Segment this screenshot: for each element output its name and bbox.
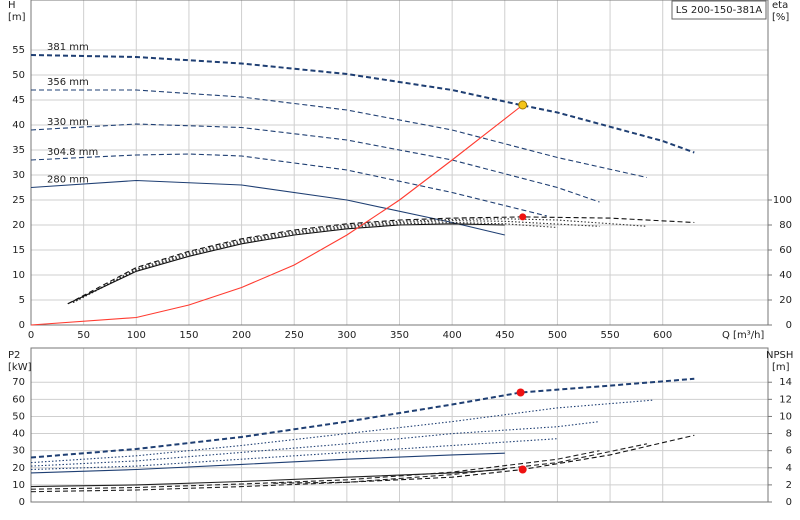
y-tick-label: 55 bbox=[12, 45, 25, 56]
title-box bbox=[671, 0, 767, 20]
x-tick-label: 50 bbox=[77, 330, 90, 341]
y-tick-label: 50 bbox=[12, 411, 25, 422]
operating-point bbox=[518, 465, 527, 474]
y2-tick-label: 40 bbox=[779, 270, 792, 281]
operating-point bbox=[518, 100, 528, 110]
plot-frame bbox=[30, 347, 769, 503]
y2-tick-label: 0 bbox=[786, 497, 792, 508]
x-tick-label: 100 bbox=[127, 330, 146, 341]
y2-tick-label: 80 bbox=[779, 220, 792, 231]
y-tick-label: 5 bbox=[19, 295, 25, 306]
curve bbox=[30, 421, 600, 467]
curve bbox=[30, 438, 558, 471]
curve bbox=[30, 179, 505, 236]
y-tick-label: 50 bbox=[12, 70, 25, 81]
curve-label: 280 mm bbox=[47, 175, 89, 186]
y2-tick-label: 2 bbox=[786, 480, 792, 491]
y-tick-label: 30 bbox=[12, 446, 25, 457]
y-tick-label: 40 bbox=[12, 429, 25, 440]
y2-axis-unit: [m] bbox=[772, 362, 790, 373]
curve bbox=[30, 104, 524, 326]
curve bbox=[72, 220, 600, 303]
y2-tick-label: 100 bbox=[773, 195, 792, 206]
x-axis-label: Q [m³/h] bbox=[722, 330, 764, 341]
x-tick-label: 250 bbox=[285, 330, 304, 341]
plot-area: 0 50 100 150 200 250 300 350 400 450 500 550 6000510… bbox=[12, 0, 792, 341]
curve bbox=[72, 221, 558, 303]
y2-tick-label: 6 bbox=[786, 446, 792, 457]
operating-point bbox=[516, 388, 525, 397]
plot-area: 0 10 20 30 40 50 60 70 0 2 4 6 8 10 12 14 bbox=[12, 347, 792, 508]
curve bbox=[31, 89, 648, 179]
y-tick-label: 10 bbox=[12, 270, 25, 281]
x-tick-label: 300 bbox=[337, 330, 356, 341]
y-tick-label: 35 bbox=[12, 145, 25, 156]
y-tick-label: 40 bbox=[12, 120, 25, 131]
x-tick-label: 0 bbox=[28, 330, 34, 341]
curve-label: 304.8 mm bbox=[47, 147, 98, 158]
x-tick-label: 450 bbox=[495, 330, 514, 341]
curve bbox=[30, 443, 648, 493]
curve-label: 330 mm bbox=[47, 117, 89, 128]
x-tick-label: 150 bbox=[179, 330, 198, 341]
y-axis-label: P2 bbox=[8, 350, 20, 361]
x-tick-label: 550 bbox=[601, 330, 620, 341]
y2-axis-unit: [%] bbox=[772, 12, 789, 23]
y-tick-label: 10 bbox=[12, 480, 25, 491]
y-axis-unit: [m] bbox=[8, 12, 26, 23]
y-tick-label: 30 bbox=[12, 170, 25, 181]
y-tick-label: 25 bbox=[12, 195, 25, 206]
y-axis-label: H bbox=[8, 0, 16, 11]
x-tick-label: 200 bbox=[232, 330, 251, 341]
y-tick-label: 20 bbox=[12, 220, 25, 231]
curve bbox=[30, 399, 653, 464]
y2-tick-label: 60 bbox=[779, 245, 792, 256]
y2-axis-label: NPSH bbox=[766, 350, 793, 361]
y-tick-label: 0 bbox=[19, 320, 25, 331]
y-tick-label: 45 bbox=[12, 95, 25, 106]
y-tick-label: 15 bbox=[12, 245, 25, 256]
y2-tick-label: 0 bbox=[786, 320, 792, 331]
y-tick-label: 60 bbox=[12, 394, 25, 405]
y2-tick-label: 8 bbox=[786, 429, 792, 440]
curve bbox=[273, 434, 695, 484]
curve-label: 381 mm bbox=[47, 42, 89, 53]
curve bbox=[30, 452, 505, 474]
curve-label: 356 mm bbox=[47, 77, 89, 88]
curve bbox=[30, 377, 695, 459]
curve bbox=[67, 223, 505, 305]
x-tick-label: 400 bbox=[443, 330, 462, 341]
x-tick-label: 600 bbox=[653, 330, 672, 341]
curve bbox=[30, 468, 505, 488]
chart-title: LS 200-150-381A bbox=[676, 5, 763, 16]
operating-point bbox=[519, 213, 527, 221]
curve bbox=[67, 216, 695, 305]
y2-tick-label: 20 bbox=[779, 295, 792, 306]
curve bbox=[30, 54, 695, 154]
y2-tick-label: 12 bbox=[779, 394, 792, 405]
y-tick-label: 70 bbox=[12, 377, 25, 388]
y-tick-label: 20 bbox=[12, 463, 25, 474]
y-axis-unit: [kW] bbox=[8, 362, 32, 373]
y2-tick-label: 10 bbox=[779, 411, 792, 422]
curve bbox=[30, 450, 600, 490]
x-tick-label: 500 bbox=[548, 330, 567, 341]
x-tick-label: 350 bbox=[390, 330, 409, 341]
y2-tick-label: 14 bbox=[779, 377, 792, 388]
y2-axis-label: eta bbox=[772, 0, 788, 11]
y-tick-label: 0 bbox=[19, 497, 25, 508]
curve bbox=[30, 153, 548, 217]
curve bbox=[30, 123, 600, 203]
y2-tick-label: 4 bbox=[786, 463, 792, 474]
plot-frame bbox=[30, 0, 769, 326]
